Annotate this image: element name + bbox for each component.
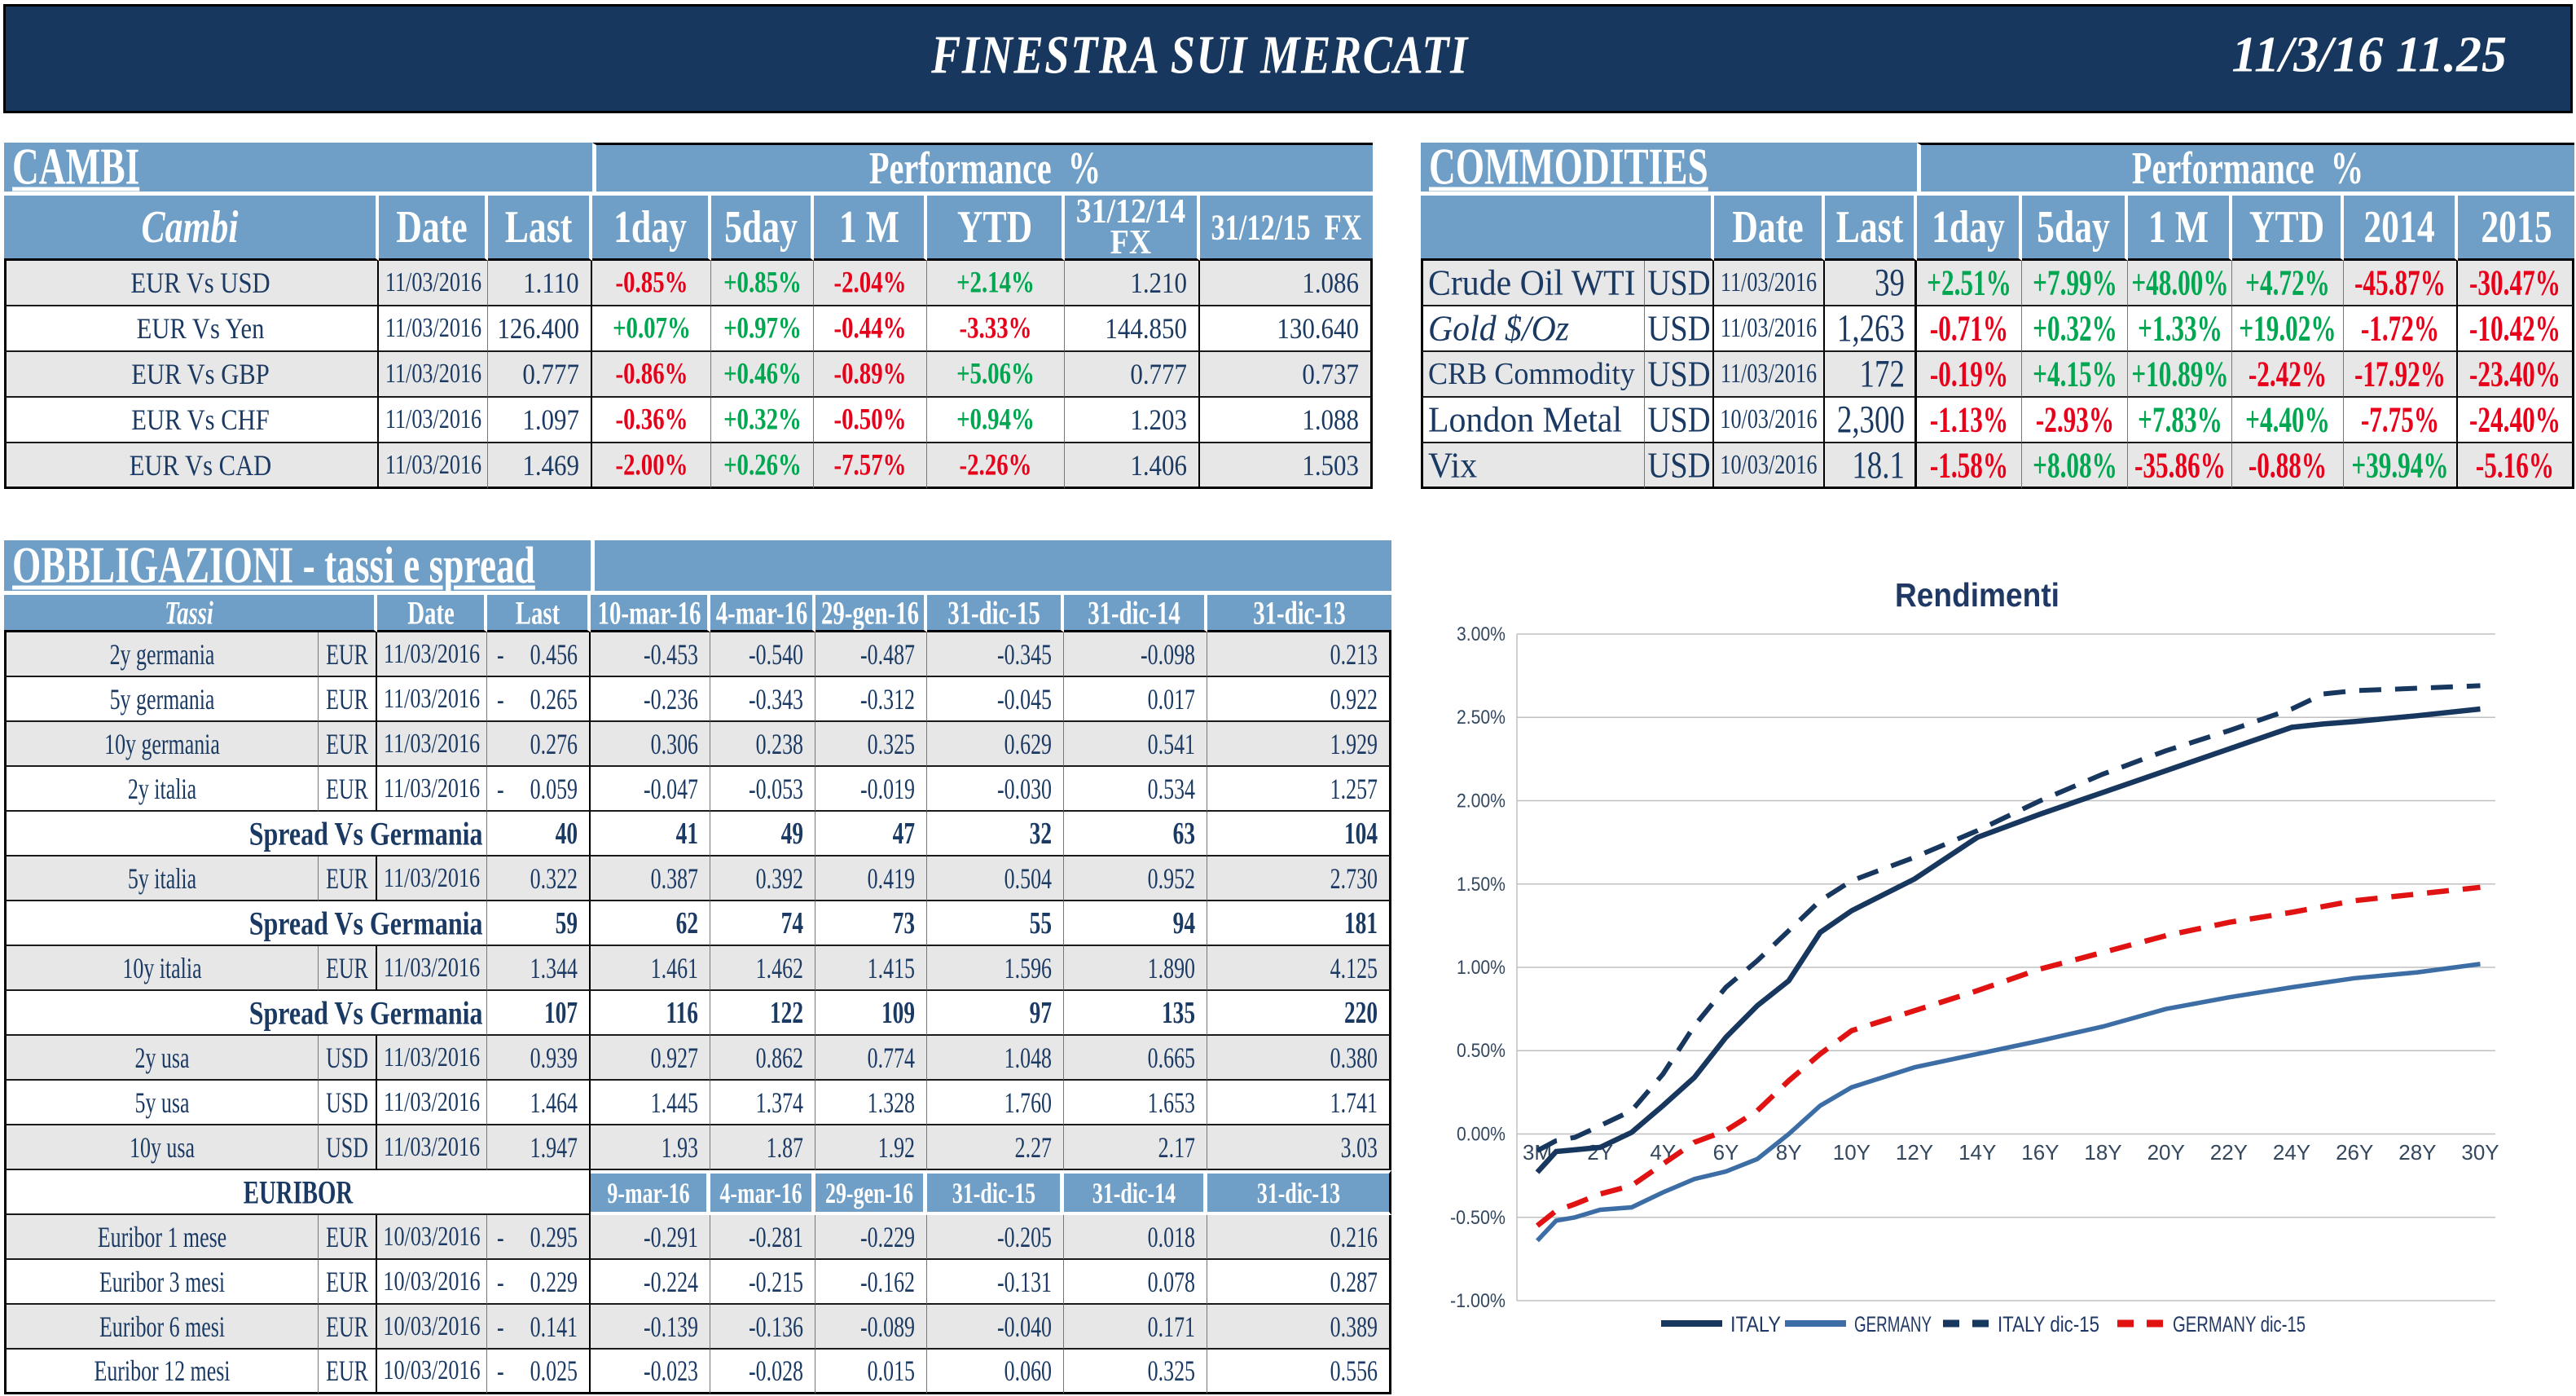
svg-text:-0.50%: -0.50% [1450, 1207, 1506, 1229]
svg-text:1.00%: 1.00% [1457, 957, 1506, 979]
svg-text:14Y: 14Y [1958, 1140, 1996, 1165]
svg-text:Rendimenti: Rendimenti [1895, 576, 2059, 614]
svg-text:2.50%: 2.50% [1457, 707, 1506, 729]
svg-text:20Y: 20Y [2147, 1140, 2185, 1165]
svg-text:GERMANY dic-15: GERMANY dic-15 [2173, 1312, 2306, 1337]
svg-text:ITALY: ITALY [1730, 1312, 1781, 1337]
svg-text:0.50%: 0.50% [1457, 1040, 1506, 1062]
svg-text:0.00%: 0.00% [1457, 1124, 1506, 1146]
svg-text:8Y: 8Y [1776, 1140, 1802, 1165]
svg-text:3.00%: 3.00% [1457, 623, 1506, 645]
svg-text:1.50%: 1.50% [1457, 874, 1506, 896]
svg-text:16Y: 16Y [2021, 1140, 2059, 1165]
svg-text:10Y: 10Y [1833, 1140, 1870, 1165]
svg-text:28Y: 28Y [2398, 1140, 2436, 1165]
svg-text:30Y: 30Y [2461, 1140, 2499, 1165]
svg-text:6Y: 6Y [1713, 1140, 1739, 1165]
svg-text:22Y: 22Y [2210, 1140, 2248, 1165]
svg-text:-1.00%: -1.00% [1450, 1290, 1506, 1312]
svg-text:ITALY dic-15: ITALY dic-15 [1998, 1312, 2099, 1337]
svg-text:12Y: 12Y [1896, 1140, 1933, 1165]
svg-text:GERMANY: GERMANY [1854, 1312, 1932, 1337]
svg-text:24Y: 24Y [2273, 1140, 2310, 1165]
svg-text:18Y: 18Y [2084, 1140, 2121, 1165]
svg-text:26Y: 26Y [2336, 1140, 2373, 1165]
svg-text:2.00%: 2.00% [1457, 790, 1506, 812]
